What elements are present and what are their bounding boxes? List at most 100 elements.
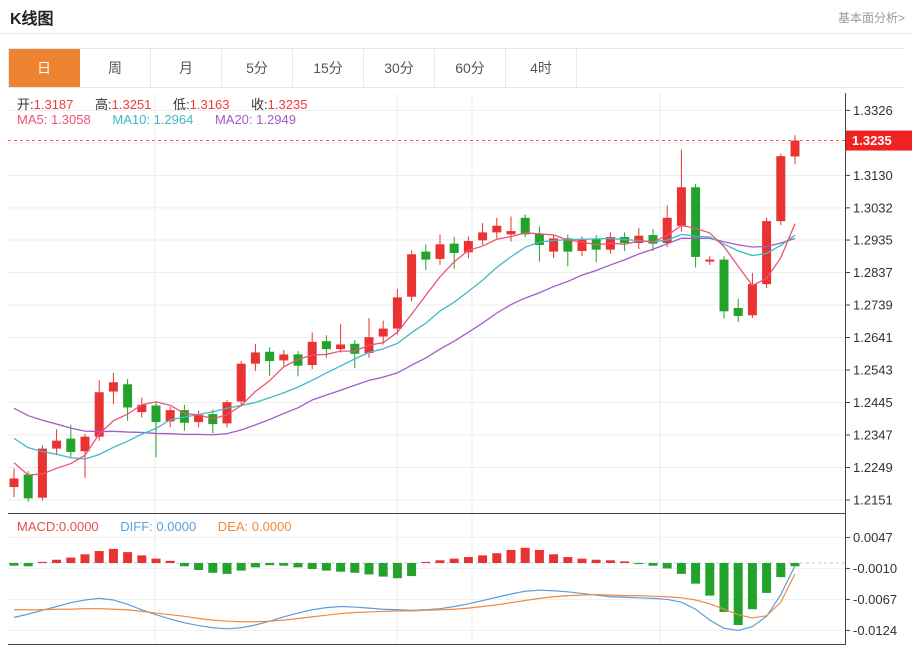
macd-histogram-bar <box>123 552 133 563</box>
macd-value: 0.0000 <box>58 519 99 534</box>
tab-4hour[interactable]: 4时 <box>506 49 577 87</box>
close-value: 1.3235 <box>267 97 308 112</box>
candle-body <box>705 259 715 262</box>
macd-histogram-bar <box>165 560 175 563</box>
tab-day[interactable]: 日 <box>9 49 80 87</box>
macd-histogram-bar <box>52 559 62 563</box>
candle-body <box>80 436 90 452</box>
macd-histogram-bar <box>563 557 573 563</box>
ohlc-readout: 开:1.3187 高:1.3251 低:1.3163 收:1.3235 <box>17 94 325 113</box>
macd-histogram-bar <box>392 563 402 579</box>
candle-body <box>719 259 729 312</box>
macd-histogram-bar <box>208 563 218 573</box>
price-axis-label: 1.3326 <box>853 103 893 118</box>
tab-5min[interactable]: 5分 <box>222 49 293 87</box>
macd-histogram-bar <box>620 561 630 563</box>
candle-body <box>123 384 133 408</box>
ma-readout: MA5: 1.3058 MA10: 1.2964 MA20: 1.2949 <box>17 112 314 127</box>
price-axis-label: 1.2837 <box>853 265 893 280</box>
open-label: 开: <box>17 97 34 112</box>
price-axis-label: 1.2249 <box>853 460 893 475</box>
candle-body <box>279 354 289 361</box>
candle-body <box>108 382 118 392</box>
macd-histogram-bar <box>151 558 161 563</box>
candle-body <box>691 187 701 257</box>
macd-chart[interactable]: 0.0047 -0.0010 -0.0067 -0.0124 <box>0 514 913 648</box>
macd-histogram-bar <box>378 563 388 577</box>
fundamental-analysis-link[interactable]: 基本面分析> <box>837 11 905 25</box>
macd-histogram-bar <box>23 563 33 567</box>
high-value: 1.3251 <box>111 97 152 112</box>
macd-histogram-bar <box>591 559 601 563</box>
macd-label: MACD: <box>17 519 59 534</box>
macd-histogram-bar <box>364 563 374 575</box>
macd-histogram-bar <box>463 557 473 563</box>
candle-body <box>378 328 388 337</box>
candle-body <box>577 239 587 251</box>
candle-body <box>9 478 19 488</box>
macd-histogram-bar <box>676 563 686 574</box>
candle-body <box>520 217 530 235</box>
dea-value: 0.0000 <box>251 519 292 534</box>
macd-histogram-bar <box>236 563 246 571</box>
price-axis-label: 1.2935 <box>853 233 893 248</box>
macd-axis-label: 0.0047 <box>853 530 893 545</box>
period-tabbar: 日 周 月 5分 15分 30分 60分 4时 <box>8 48 905 88</box>
macd-histogram-bar <box>350 563 360 573</box>
candle-body <box>265 351 275 362</box>
close-label: 收: <box>251 97 268 112</box>
candle-body <box>662 217 672 244</box>
page-title: K线图 <box>10 11 54 28</box>
macd-axis-label: -0.0010 <box>853 561 897 576</box>
tab-30min[interactable]: 30分 <box>364 49 435 87</box>
price-axis-label: 1.2347 <box>853 428 893 443</box>
price-axis-label: 1.2641 <box>853 330 893 345</box>
candle-body <box>563 238 573 252</box>
candle-body <box>94 392 104 437</box>
macd-histogram-bar <box>705 563 715 596</box>
macd-histogram-bar <box>776 563 786 578</box>
diff-value: 0.0000 <box>156 519 197 534</box>
macd-histogram-bar <box>421 561 431 563</box>
ma5-label: MA5: <box>17 112 48 127</box>
macd-histogram-bar <box>307 563 317 569</box>
macd-histogram-bar <box>733 563 743 626</box>
macd-axis-label: -0.0067 <box>853 592 897 607</box>
macd-histogram-bar <box>137 555 147 563</box>
ma20-value: 1.2949 <box>256 112 296 127</box>
tabbar-filler <box>577 49 905 87</box>
macd-histogram-bar <box>407 563 417 577</box>
tab-60min[interactable]: 60分 <box>435 49 506 87</box>
macd-histogram-bar <box>634 563 644 565</box>
ma10-label: MA10: <box>112 112 150 127</box>
candle-body <box>449 243 459 253</box>
macd-histogram-bar <box>435 560 445 563</box>
candle-body <box>421 251 431 260</box>
macd-histogram-bar <box>534 549 544 563</box>
macd-histogram-bar <box>37 561 47 563</box>
tab-month[interactable]: 月 <box>151 49 222 87</box>
macd-histogram-bar <box>222 563 232 574</box>
diff-label: DIFF: <box>120 519 153 534</box>
candle-body <box>648 235 658 244</box>
candlestick-chart[interactable]: 1.3326 1.3130 1.3032 1.2935 1.2837 1.2739 1.26… <box>0 93 913 514</box>
tab-week[interactable]: 周 <box>80 49 151 87</box>
macd-histogram-bar <box>250 563 260 568</box>
candle-body <box>790 140 800 157</box>
macd-histogram-bar <box>662 563 672 569</box>
candle-body <box>236 363 246 402</box>
candle-body <box>634 235 644 244</box>
price-axis-label: 1.2445 <box>853 395 893 410</box>
dea-line <box>14 573 796 623</box>
tab-15min[interactable]: 15分 <box>293 49 364 87</box>
macd-histogram-bar <box>321 563 331 571</box>
price-axis-label: 1.2739 <box>853 298 893 313</box>
candle-body <box>435 244 445 259</box>
price-axis-label: 1.2151 <box>853 493 893 508</box>
macd-histogram-bar <box>549 554 559 563</box>
macd-histogram-bar <box>265 563 275 566</box>
macd-histogram-bar <box>506 549 516 563</box>
macd-histogram-bar <box>520 547 530 563</box>
candle-body <box>165 410 175 422</box>
macd-histogram-bar <box>577 558 587 563</box>
